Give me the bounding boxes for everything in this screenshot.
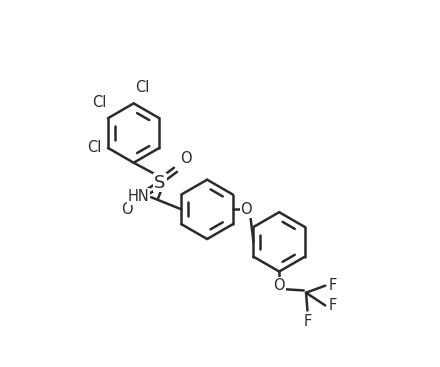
Text: Cl: Cl: [88, 141, 102, 155]
Text: F: F: [329, 278, 337, 293]
Text: HN: HN: [128, 189, 150, 204]
Text: O: O: [180, 151, 191, 166]
Text: Cl: Cl: [135, 80, 150, 95]
Text: O: O: [273, 278, 285, 293]
Text: O: O: [121, 202, 133, 217]
Text: F: F: [303, 314, 312, 329]
Text: Cl: Cl: [92, 95, 106, 110]
Text: S: S: [154, 174, 165, 192]
Text: F: F: [329, 298, 337, 313]
Text: O: O: [240, 202, 252, 217]
